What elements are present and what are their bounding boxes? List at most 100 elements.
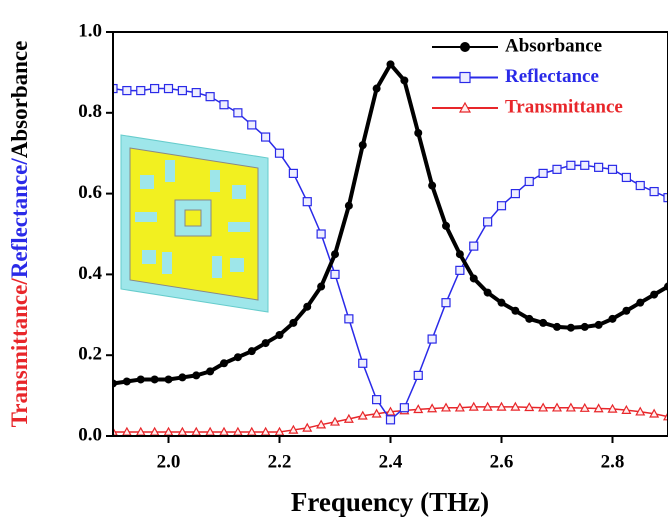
y-tick-label: 0.0 [78,424,102,445]
marker [177,85,187,96]
marker [247,120,257,130]
x-tick-label: 2.6 [490,451,514,472]
marker [483,288,492,297]
marker [636,298,645,307]
series [113,60,668,388]
y-axis-label-part: Transmittance/ [7,278,32,428]
y-axis-label-part: Reflectance/ [7,158,32,279]
marker [247,347,256,356]
marker [594,320,603,329]
marker [468,401,479,411]
legend-marker [458,101,472,113]
marker [538,168,548,178]
marker [621,172,631,183]
x-axis-label: Frequency (THz) [291,487,489,517]
marker [427,334,437,344]
marker [510,401,521,411]
marker [136,85,146,96]
legend-label: Absorbance [505,35,602,56]
marker [150,375,159,384]
marker [358,358,368,368]
inset-image [120,134,269,313]
marker [122,85,132,96]
marker [552,164,562,174]
marker [524,176,534,187]
marker [455,265,465,275]
marker [538,402,549,412]
x-tick-label: 2.0 [157,451,181,472]
marker [440,402,452,412]
marker [497,298,506,307]
x-tick-label: 2.2 [268,451,292,472]
marker [399,403,409,413]
marker [427,403,438,413]
marker [372,395,382,405]
marker [317,282,326,291]
marker [331,250,339,259]
y-tick-label: 1.0 [78,20,102,41]
marker [344,201,353,210]
marker [385,415,396,425]
y-axis-label: Transmittance/Reflectance/Absorbance [7,41,32,428]
marker [261,132,271,142]
marker [414,129,423,137]
marker [525,314,534,323]
marker [622,306,631,315]
y-axis-label-part: Absorbance [7,41,32,159]
x-tick-label: 2.8 [601,451,625,472]
marker [428,181,437,190]
series [113,83,668,425]
marker [524,402,535,412]
marker [122,377,131,386]
marker [288,168,298,178]
marker [191,87,201,98]
legend-marker [460,42,470,52]
marker [371,408,382,418]
marker [358,141,367,150]
marker [413,370,423,380]
marker [594,162,604,172]
marker [649,408,660,418]
marker [274,148,285,158]
marker [113,83,118,94]
marker [261,339,270,348]
marker [233,108,243,118]
marker [329,416,341,426]
marker [496,401,507,411]
marker [510,189,520,199]
marker [219,100,229,110]
marker [455,250,464,259]
marker [386,60,395,69]
series [113,401,668,436]
marker [454,402,465,412]
marker [164,375,173,384]
marker [442,221,450,230]
marker [302,422,313,432]
y-tick-label: 0.2 [78,344,102,365]
marker [150,83,160,94]
marker [649,186,659,197]
marker [330,269,340,279]
marker [469,274,478,283]
marker [205,92,215,102]
marker [316,229,326,239]
marker [551,402,563,412]
y-tick-label: 0.4 [78,263,102,284]
legend-marker [459,71,471,84]
marker [233,353,242,362]
y-tick-label: 0.6 [78,182,102,203]
marker [136,375,145,384]
marker [496,201,507,211]
marker [357,410,368,420]
marker [607,403,618,413]
marker [580,322,589,331]
marker [400,76,409,85]
marker [178,373,187,382]
plot-frame [112,31,668,437]
marker [635,180,645,191]
marker [302,197,312,207]
marker [288,424,299,434]
marker [663,193,668,203]
marker [192,371,201,380]
